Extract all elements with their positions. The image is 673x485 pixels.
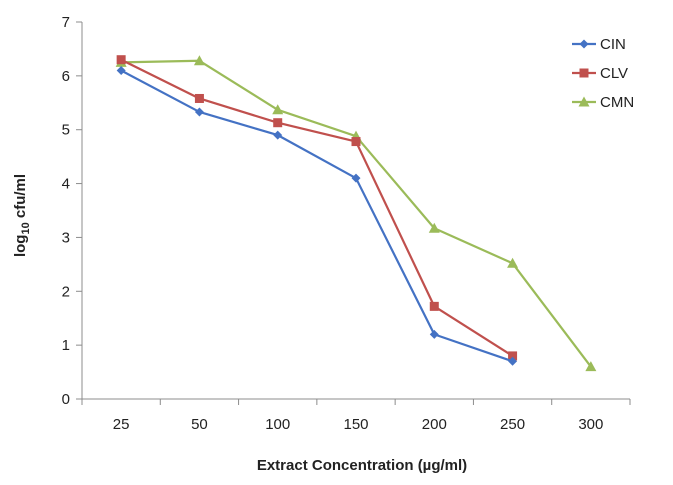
x-tick-label: 250 xyxy=(500,416,525,433)
x-tick-label: 25 xyxy=(113,416,130,433)
data-point-clv xyxy=(116,55,126,65)
data-point-clv xyxy=(351,137,361,147)
legend-label-clv: CLV xyxy=(600,65,628,82)
data-point-cin xyxy=(273,130,283,140)
data-point-cin xyxy=(508,356,518,366)
data-point-cin xyxy=(116,65,126,75)
data-point-clv xyxy=(194,93,204,103)
x-axis-title: Extract Concentration (µg/ml) xyxy=(257,457,467,474)
series-line-cin xyxy=(120,69,513,363)
data-point-clv xyxy=(429,301,439,311)
legend-marker-clv xyxy=(579,68,589,78)
data-point-cmn xyxy=(428,222,440,233)
axes: 0 1 2 3 4 5 6 7 25 50 100 150 200 250 300 xyxy=(62,14,631,433)
series-clv xyxy=(116,55,518,361)
data-point-cmn xyxy=(507,257,519,268)
x-tick-label: 200 xyxy=(422,416,447,433)
series-cin xyxy=(116,65,518,366)
legend-marker-cmn xyxy=(578,96,590,107)
legend-label-cin: CIN xyxy=(600,36,626,53)
y-tick-label: 5 xyxy=(62,122,70,139)
x-tick-label: 50 xyxy=(191,416,208,433)
y-tick-label: 6 xyxy=(62,68,70,85)
data-point-clv xyxy=(508,351,518,361)
y-axis-title-rest: cfu/ml xyxy=(12,174,29,222)
y-tick-label: 4 xyxy=(62,176,70,193)
legend: CIN CLV CMN xyxy=(572,36,634,111)
y-tick-label: 2 xyxy=(62,283,70,300)
data-point-cin xyxy=(351,173,361,183)
series-cmn xyxy=(115,55,597,372)
series-lines xyxy=(115,55,597,372)
y-tick-label: 0 xyxy=(62,391,70,408)
data-point-cin xyxy=(429,329,439,339)
data-point-cmn xyxy=(585,361,597,372)
x-tick-label: 100 xyxy=(265,416,290,433)
y-tick-label: 7 xyxy=(62,14,70,31)
y-axis-title-subscript: 10 xyxy=(20,222,32,234)
y-tick-label: 3 xyxy=(62,229,70,246)
data-point-cmn xyxy=(272,104,284,115)
y-tick-label: 1 xyxy=(62,337,70,354)
series-line-clv xyxy=(120,58,514,357)
legend-label-cmn: CMN xyxy=(600,94,634,111)
y-axis-title: log10 cfu/ml xyxy=(12,174,32,257)
legend-marker-cin xyxy=(579,39,589,49)
data-point-cmn xyxy=(193,55,205,66)
x-tick-label: 150 xyxy=(343,416,368,433)
data-point-clv xyxy=(273,118,283,128)
x-tick-label: 300 xyxy=(578,416,603,433)
y-axis-title-base: log xyxy=(12,235,29,258)
data-point-cin xyxy=(194,107,204,117)
